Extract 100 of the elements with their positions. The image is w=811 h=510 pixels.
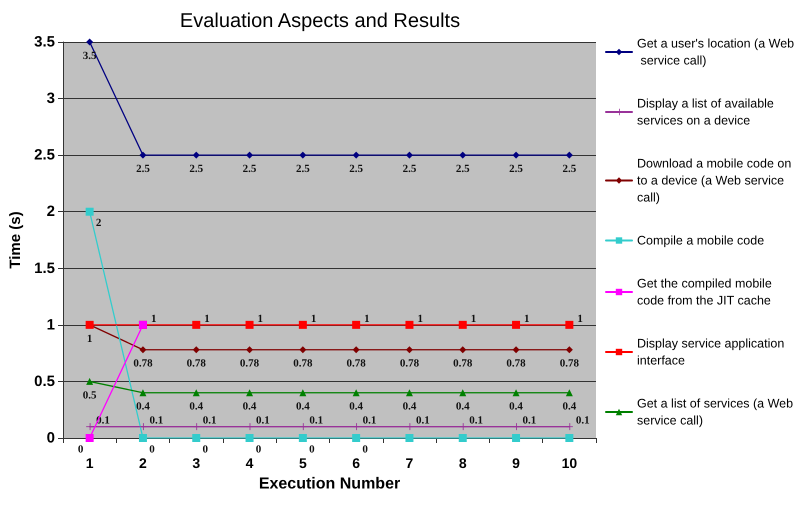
point <box>565 434 574 442</box>
point <box>192 320 200 329</box>
point <box>246 320 254 329</box>
point <box>299 152 306 159</box>
data-label: 0 <box>149 444 156 456</box>
data-label: 0.4 <box>456 400 470 413</box>
data-label: 2.5 <box>562 163 577 176</box>
point <box>458 320 467 329</box>
point <box>566 152 573 159</box>
data-label: 0.78 <box>560 358 580 370</box>
point <box>246 434 254 442</box>
data-label: 2.5 <box>242 163 257 176</box>
data-label: 1 <box>470 312 476 325</box>
point <box>459 152 466 159</box>
data-label: 0.4 <box>189 400 204 413</box>
data-label: 0.4 <box>296 400 310 413</box>
y-tick-label: 0 <box>46 430 55 446</box>
legend-label: Get a list of services (a Web service call) <box>637 396 797 428</box>
legend-label: Display a list of available services on a device <box>637 96 778 128</box>
point <box>352 152 360 159</box>
y-tick-label: 3.5 <box>34 34 55 50</box>
data-label: 1 <box>310 312 316 325</box>
data-label: 0.1 <box>576 414 590 427</box>
x-tick-label: 4 <box>246 455 254 471</box>
data-label: 3.5 <box>82 50 98 62</box>
point <box>566 389 573 396</box>
point <box>298 434 307 442</box>
data-label: 0.78 <box>400 358 420 370</box>
x-tick-label: 9 <box>512 455 520 471</box>
data-label: 0.78 <box>240 358 260 370</box>
y-tick-label: 1.5 <box>34 260 55 277</box>
point <box>352 389 360 396</box>
data-label: 0.4 <box>562 400 577 413</box>
x-tick-label: 2 <box>139 455 148 471</box>
data-label: 0.78 <box>506 358 526 370</box>
data-label: 0.78 <box>186 358 206 370</box>
data-label: 0.1 <box>309 414 324 427</box>
data-label: 0.1 <box>522 414 536 427</box>
data-label: 0.1 <box>469 414 483 427</box>
y-tick-label: 3 <box>46 90 55 108</box>
data-label: 1 <box>577 312 583 325</box>
x-tick-label: 1 <box>86 455 94 471</box>
point <box>406 346 413 354</box>
point <box>565 320 574 329</box>
data-label: 2.5 <box>402 163 417 176</box>
point <box>246 152 254 159</box>
data-label: 1 <box>86 332 92 345</box>
point <box>86 38 94 46</box>
data-label: 1 <box>417 312 423 325</box>
point <box>139 346 146 354</box>
data-label: 0 <box>362 444 368 456</box>
data-label: 2.5 <box>136 163 150 176</box>
point <box>192 389 200 396</box>
data-label: 1 <box>204 312 210 325</box>
point <box>298 320 307 329</box>
data-label: 2.5 <box>349 163 364 176</box>
point <box>246 346 254 354</box>
point <box>192 152 200 159</box>
point <box>512 389 520 396</box>
data-label: 0 <box>256 444 262 456</box>
y-tick-label: 2 <box>46 203 55 220</box>
data-label: 0.4 <box>136 400 150 413</box>
legend-label: Get the compiled mobile code from the JIT cache <box>637 276 776 308</box>
y-axis-title: Time (s) <box>7 211 24 269</box>
data-label: 2.5 <box>189 163 204 176</box>
point <box>86 208 94 216</box>
point <box>459 389 466 396</box>
point <box>299 346 306 354</box>
data-label: 0.4 <box>349 400 364 413</box>
data-label: 0.5 <box>82 389 98 402</box>
data-label: 2.5 <box>456 163 470 176</box>
point <box>512 152 520 159</box>
point <box>299 389 306 396</box>
point <box>139 389 146 396</box>
point <box>138 434 147 442</box>
x-axis-title: Execution Number <box>258 476 400 492</box>
data-label: 0.1 <box>256 414 270 427</box>
x-tick-label: 5 <box>298 455 307 471</box>
x-tick-label: 6 <box>352 455 360 471</box>
point <box>246 389 254 396</box>
data-label: 1 <box>258 312 264 325</box>
y-tick-label: 2.5 <box>34 146 55 164</box>
legend-label: Get a user's location (a Web service call) <box>637 36 794 68</box>
data-label: 0 <box>78 444 84 456</box>
data-label: 0.78 <box>133 358 154 370</box>
point <box>406 389 413 396</box>
point <box>192 346 200 354</box>
point <box>405 434 414 442</box>
point <box>86 434 94 442</box>
y-tick-label: 1 <box>46 316 55 334</box>
data-label: 0.78 <box>453 358 473 370</box>
data-label: 0 <box>202 444 208 456</box>
point <box>192 434 200 442</box>
data-label: 1 <box>524 312 530 325</box>
point <box>352 346 360 354</box>
data-label: 0.78 <box>346 358 366 370</box>
x-tick-label: 3 <box>192 455 200 471</box>
point <box>86 378 94 385</box>
data-label: 0.78 <box>293 358 313 370</box>
point <box>512 320 520 329</box>
